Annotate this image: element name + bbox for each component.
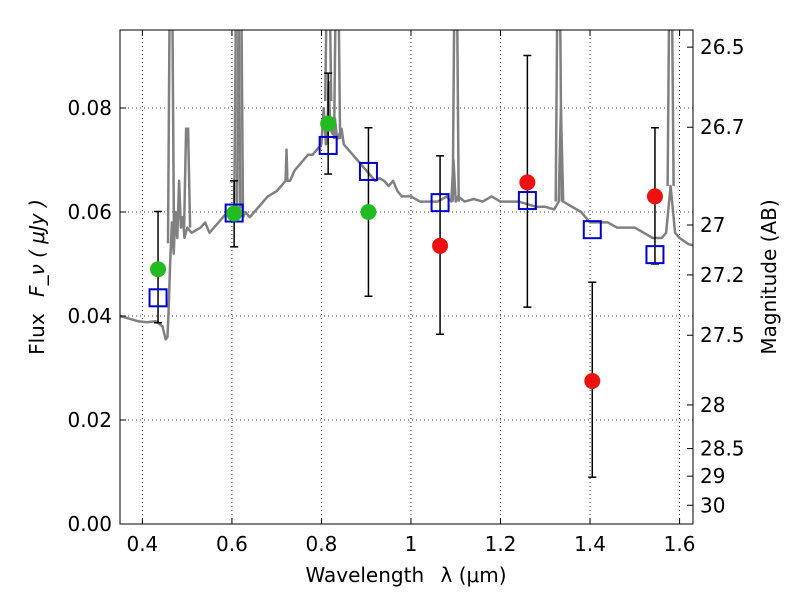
x-tick-label: 0.4 (126, 532, 158, 556)
y-tick-label: 0.00 (67, 512, 112, 536)
model-spectrum-line (120, 80, 693, 341)
x-tick-label: 0.6 (216, 532, 248, 556)
y2-tick-label: 28.5 (700, 437, 745, 461)
observed-point-red (646, 188, 663, 205)
y2-tick-label: 27.2 (700, 263, 745, 287)
y-tick-label: 0.08 (67, 96, 112, 120)
observed-point-red (432, 237, 449, 254)
plot-background (120, 30, 693, 524)
model-band-square (430, 193, 450, 213)
y-axis-label: Flux F_ν ( μJy ) (25, 199, 49, 355)
model-band-square (582, 220, 602, 240)
y-axis-label-text: Flux (25, 313, 49, 355)
axis-ticks: 0.4 0.6 0.8 1 1.2 1.4 1.6 0.00 0.02 0.04 0.06 0.08 2… (67, 30, 745, 556)
emission-line-spike (233, 30, 242, 209)
model-band-square (148, 288, 168, 308)
emission-line-spike (332, 30, 342, 140)
observed-point-green (150, 261, 167, 278)
observed-point-green (320, 115, 337, 132)
y-tick-label: 0.04 (67, 304, 112, 328)
x-tick-label: 1 (405, 532, 418, 556)
y-tick-label: 0.06 (67, 200, 112, 224)
x-tick-label: 0.8 (306, 532, 338, 556)
y-axis-label-symbol: F_ν ( μJy ) (25, 199, 49, 297)
observed-point-green (226, 205, 243, 222)
emission-line-spike (235, 30, 245, 217)
model-band-square (517, 191, 537, 211)
x-tick-label: 1.4 (574, 532, 606, 556)
observed-point-red (584, 373, 601, 389)
emission-line-spike (554, 30, 563, 202)
emission-line-spike (451, 30, 460, 202)
y2-tick-label: 27.5 (700, 323, 745, 347)
y2-tick-label: 29 (700, 464, 725, 488)
y2-tick-label: 26.5 (700, 35, 745, 59)
x-axis-label: Wavelength λ (μm) (305, 563, 506, 587)
observed-point-red (519, 174, 536, 191)
x-tick-label: 1.6 (664, 532, 696, 556)
y-tick-label: 0.02 (67, 408, 112, 432)
model-band-square (318, 135, 338, 155)
emission-line-spike (666, 30, 675, 187)
x-tick-label: 1.2 (485, 532, 517, 556)
emission-line-spike (182, 127, 192, 228)
emission-line-spike (166, 30, 176, 244)
y2-tick-label: 28 (700, 393, 725, 417)
y2-tick-label: 26.7 (700, 115, 745, 139)
model-band-square (358, 161, 378, 181)
y2-axis-label: Magnitude (AB) (757, 199, 781, 354)
plot-frame (119, 29, 694, 525)
model-band-square (645, 245, 665, 265)
observed-point-green (360, 204, 377, 220)
x-axis-label-text: Wavelength (305, 563, 424, 587)
y2-tick-label: 27 (700, 213, 725, 237)
y2-tick-label: 30 (700, 493, 725, 517)
x-axis-label-symbol: λ (μm) (441, 563, 507, 587)
data-layer (120, 30, 693, 478)
